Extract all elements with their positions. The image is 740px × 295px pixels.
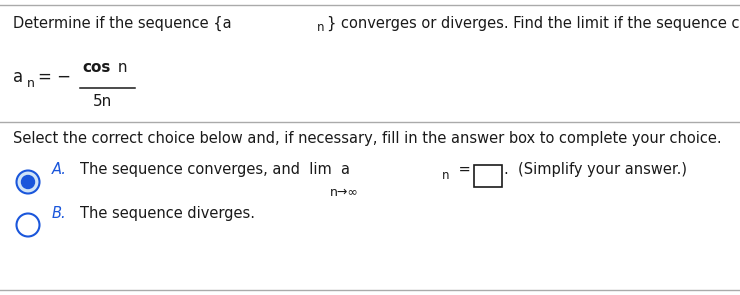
Text: n: n xyxy=(442,169,449,182)
Text: a: a xyxy=(13,68,23,86)
Text: } converges or diverges. Find the limit if the sequence converges.: } converges or diverges. Find the limit … xyxy=(327,16,740,31)
Text: .  (Simplify your answer.): . (Simplify your answer.) xyxy=(504,162,687,177)
FancyBboxPatch shape xyxy=(474,165,502,187)
Text: n: n xyxy=(27,77,35,90)
Text: n: n xyxy=(317,21,325,34)
Text: 5n: 5n xyxy=(93,94,112,109)
Text: n→∞: n→∞ xyxy=(330,186,359,199)
Text: = −: = − xyxy=(38,68,71,86)
Text: The sequence converges, and  lim  a: The sequence converges, and lim a xyxy=(80,162,350,177)
Text: cos: cos xyxy=(82,60,110,75)
Circle shape xyxy=(21,176,35,189)
Text: The sequence diverges.: The sequence diverges. xyxy=(80,206,255,221)
Circle shape xyxy=(16,171,39,194)
Text: =: = xyxy=(454,162,471,177)
Text: n: n xyxy=(113,60,127,75)
Text: B.: B. xyxy=(52,206,67,221)
Text: Select the correct choice below and, if necessary, fill in the answer box to com: Select the correct choice below and, if … xyxy=(13,131,722,146)
Text: Determine if the sequence {a: Determine if the sequence {a xyxy=(13,16,232,31)
Text: A.: A. xyxy=(52,162,67,177)
